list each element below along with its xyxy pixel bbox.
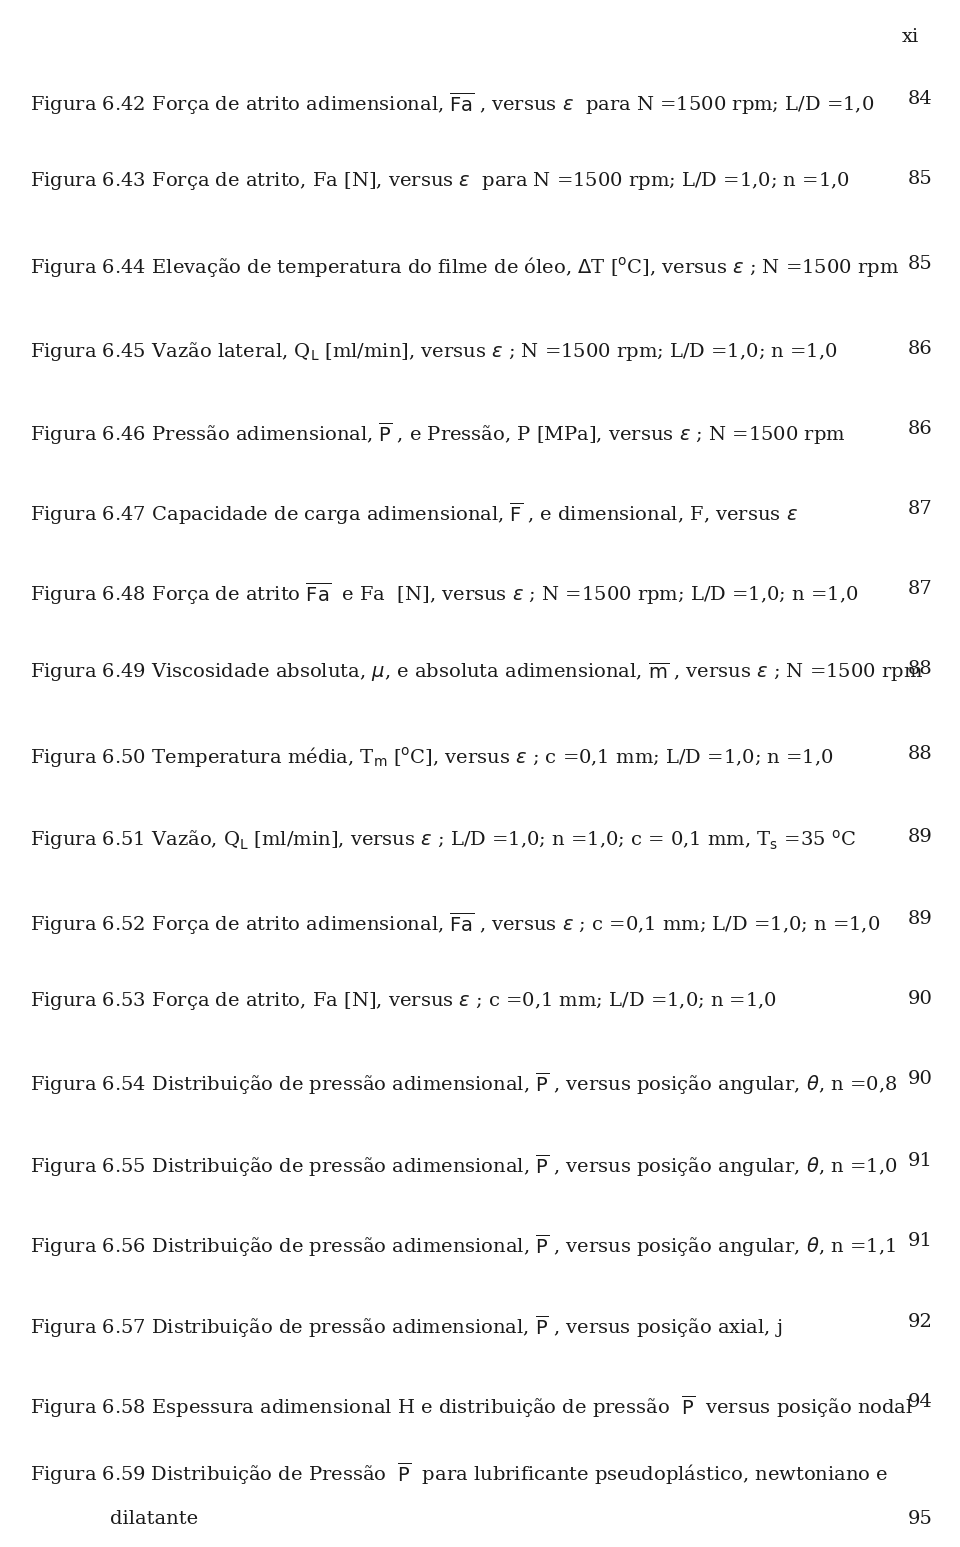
Text: Figura 6.52 Força de atrito adimensional, $\overline{\rm Fa}$ , versus $\varepsi: Figura 6.52 Força de atrito adimensional… <box>30 910 880 937</box>
Text: 88: 88 <box>907 746 932 763</box>
Text: 89: 89 <box>907 910 932 928</box>
Text: 86: 86 <box>907 419 932 438</box>
Text: 86: 86 <box>907 340 932 357</box>
Text: Figura 6.53 Força de atrito, Fa [N], versus $\varepsilon$ ; c =0,1 mm; L/D =1,0;: Figura 6.53 Força de atrito, Fa [N], ver… <box>30 990 777 1012</box>
Text: Figura 6.59 Distribuição de Pressão  $\overline{\rm P}$  para lubrificante pseud: Figura 6.59 Distribuição de Pressão $\ov… <box>30 1460 888 1487</box>
Text: 87: 87 <box>907 580 932 599</box>
Text: 91: 91 <box>907 1153 932 1170</box>
Text: Figura 6.42 Força de atrito adimensional, $\overline{\rm Fa}$ , versus $\varepsi: Figura 6.42 Força de atrito adimensional… <box>30 90 875 118</box>
Text: Figura 6.48 Força de atrito $\overline{\rm Fa}$  e Fa  [N], versus $\varepsilon$: Figura 6.48 Força de atrito $\overline{\… <box>30 580 858 606</box>
Text: Figura 6.51 Vazão, Q$_{\rm L}$ [ml/min], versus $\varepsilon$ ; L/D =1,0; n =1,0: Figura 6.51 Vazão, Q$_{\rm L}$ [ml/min],… <box>30 828 856 852</box>
Text: 89: 89 <box>907 828 932 846</box>
Text: Figura 6.55 Distribuição de pressão adimensional, $\overline{\rm P}$ , versus po: Figura 6.55 Distribuição de pressão adim… <box>30 1153 898 1179</box>
Text: Figura 6.56 Distribuição de pressão adimensional, $\overline{\rm P}$ , versus po: Figura 6.56 Distribuição de pressão adim… <box>30 1231 896 1259</box>
Text: Figura 6.46 Pressão adimensional, $\overline{\rm P}$ , e Pressão, P [MPa], versu: Figura 6.46 Pressão adimensional, $\over… <box>30 419 846 447</box>
Text: Figura 6.57 Distribuição de pressão adimensional, $\overline{\rm P}$ , versus po: Figura 6.57 Distribuição de pressão adim… <box>30 1313 782 1340</box>
Text: 91: 91 <box>907 1231 932 1250</box>
Text: 90: 90 <box>907 990 932 1009</box>
Text: 92: 92 <box>907 1313 932 1330</box>
Text: Figura 6.43 Força de atrito, Fa [N], versus $\varepsilon$  para N =1500 rpm; L/D: Figura 6.43 Força de atrito, Fa [N], ver… <box>30 170 850 192</box>
Text: 85: 85 <box>907 170 932 189</box>
Text: Figura 6.47 Capacidade de carga adimensional, $\overline{\rm F}$ , e dimensional: Figura 6.47 Capacidade de carga adimensi… <box>30 500 798 528</box>
Text: Figura 6.50 Temperatura média, T$_{\rm m}$ [$^{\rm o}$C], versus $\varepsilon$ ;: Figura 6.50 Temperatura média, T$_{\rm m… <box>30 746 833 769</box>
Text: dilatante: dilatante <box>110 1510 198 1528</box>
Text: xi: xi <box>901 28 919 46</box>
Text: Figura 6.54 Distribuição de pressão adimensional, $\overline{\rm P}$ , versus po: Figura 6.54 Distribuição de pressão adim… <box>30 1071 898 1097</box>
Text: 85: 85 <box>907 255 932 272</box>
Text: Figura 6.45 Vazão lateral, Q$_{\rm L}$ [ml/min], versus $\varepsilon$ ; N =1500 : Figura 6.45 Vazão lateral, Q$_{\rm L}$ [… <box>30 340 838 364</box>
Text: Figura 6.49 Viscosidade absoluta, $\mu$, e absoluta adimensional, $\overline{\rm: Figura 6.49 Viscosidade absoluta, $\mu$,… <box>30 661 924 684</box>
Text: 95: 95 <box>907 1510 932 1528</box>
Text: 87: 87 <box>907 500 932 518</box>
Text: 90: 90 <box>907 1071 932 1088</box>
Text: 94: 94 <box>907 1392 932 1411</box>
Text: 84: 84 <box>907 90 932 108</box>
Text: Figura 6.58 Espessura adimensional H e distribuição de pressão  $\overline{\rm P: Figura 6.58 Espessura adimensional H e d… <box>30 1392 913 1420</box>
Text: 88: 88 <box>907 661 932 678</box>
Text: Figura 6.44 Elevação de temperatura do filme de óleo, $\Delta$T [$^{\rm o}$C], v: Figura 6.44 Elevação de temperatura do f… <box>30 255 899 278</box>
